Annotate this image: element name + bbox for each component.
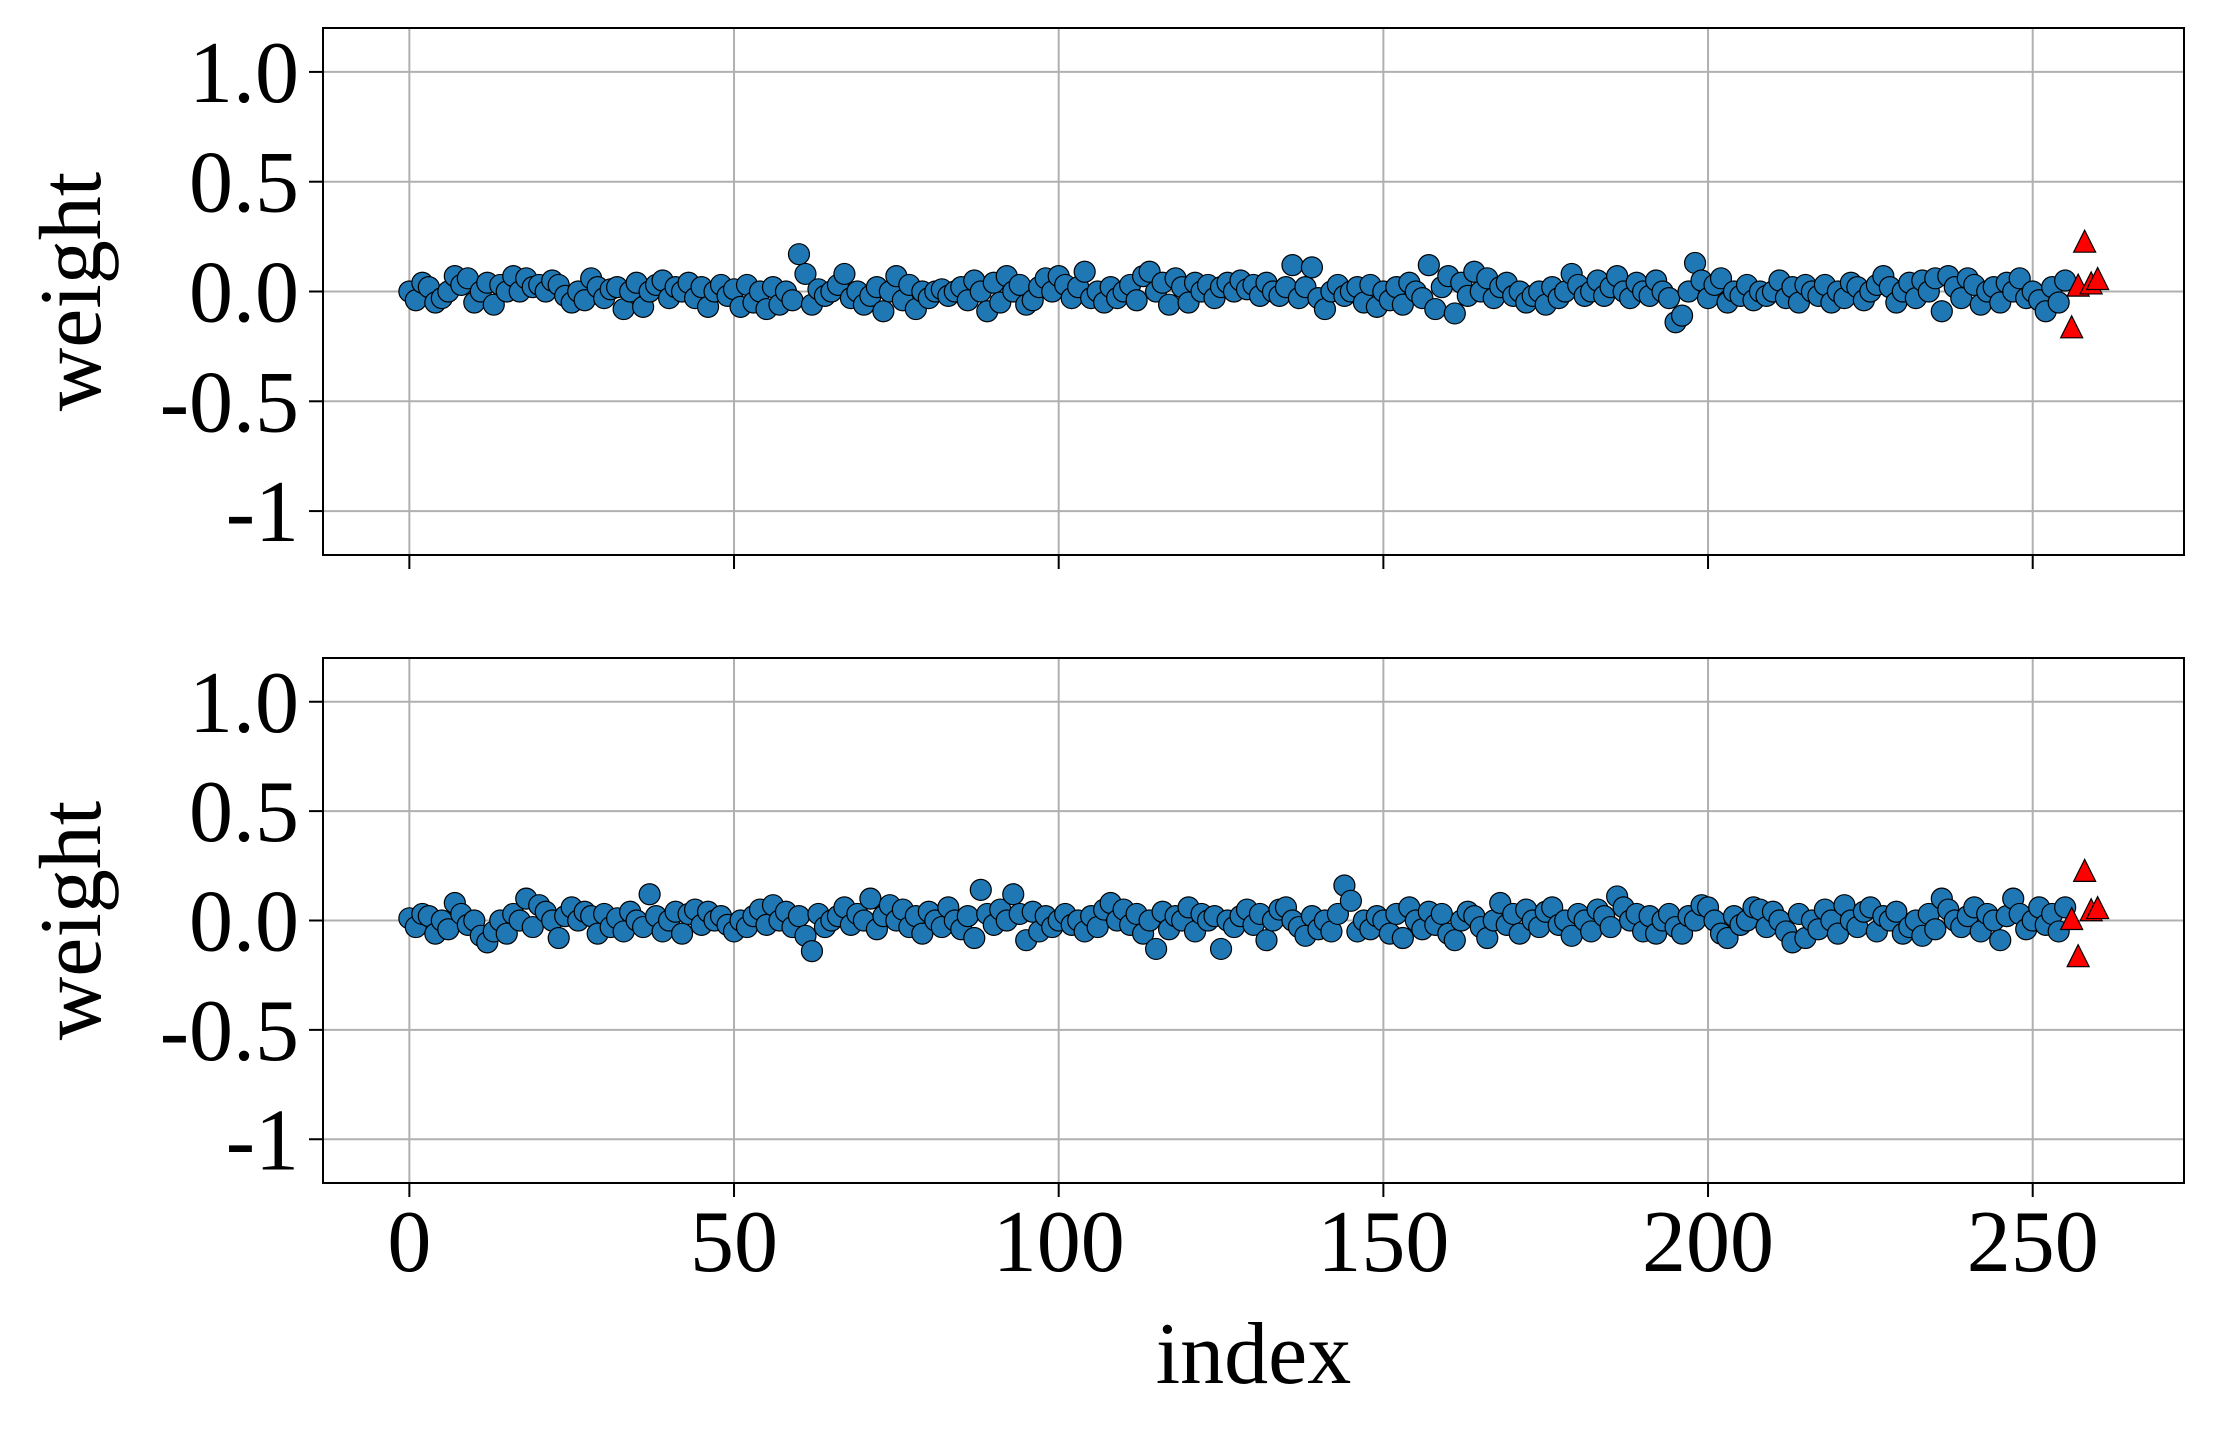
y-tick-label: 0.0 [189, 245, 299, 342]
y-tick-label: 0.0 [189, 874, 299, 971]
scatter-point [2047, 291, 2070, 314]
y-axis-label: weight [23, 801, 120, 1041]
scatter-point [794, 262, 817, 286]
triangle-point [2072, 858, 2097, 882]
x-tick-label: 100 [993, 1194, 1125, 1291]
y-tick-label: 0.5 [189, 764, 299, 861]
scatter-point [1255, 929, 1278, 952]
scatter-point [872, 300, 895, 323]
x-axis-label: index [1156, 1306, 1352, 1403]
y-tick-label: -0.5 [160, 983, 299, 1080]
scatter-point [1443, 929, 1466, 952]
y-tick-label: 0.5 [189, 135, 299, 232]
scatter-point [800, 940, 824, 963]
triangle-point [2059, 314, 2084, 339]
scatter-point [963, 926, 986, 950]
x-tick-label: 50 [690, 1194, 778, 1291]
triangle-point [2066, 943, 2091, 968]
scatter-point [1073, 260, 1096, 283]
x-tick-label: 200 [1642, 1194, 1774, 1291]
scatter-point [1281, 254, 1304, 277]
x-tick-label: 250 [1967, 1194, 2099, 1291]
scatter-point [787, 243, 811, 266]
scatter-point [1670, 304, 1694, 327]
y-tick-label: -1 [226, 1092, 299, 1189]
scatter-point [956, 905, 979, 928]
scatter-point [1657, 286, 1681, 310]
triangle-point [2085, 895, 2110, 920]
scatter-point [1417, 254, 1440, 277]
scatter-point [638, 883, 661, 906]
y-axis-label: weight [23, 172, 120, 412]
y-tick-label: 1.0 [189, 25, 299, 122]
scatter-point [787, 905, 811, 928]
scatter-point [670, 922, 694, 945]
triangle-point [2059, 906, 2084, 931]
scatter-point [1209, 937, 1233, 961]
y-tick-label: -1 [226, 464, 299, 561]
scatter-point [1599, 915, 1622, 939]
triangle-point [2072, 228, 2097, 253]
axes-frame [322, 657, 2185, 1184]
scatter-point [859, 887, 882, 910]
scatter-point [1300, 256, 1324, 279]
scatter-point [1885, 900, 1908, 923]
scatter-point [1443, 302, 1466, 325]
y-tick-label: 1.0 [189, 655, 299, 752]
scatter-point [1391, 926, 1414, 950]
scatter-point [1002, 883, 1025, 906]
axes-frame [322, 27, 2185, 556]
scatter-point [969, 878, 992, 901]
scatter-point [1144, 937, 1168, 961]
scatter-point [1424, 297, 1447, 321]
scatter-point [521, 915, 544, 939]
scatter-point [1430, 902, 1453, 926]
y-tick-label: -0.5 [160, 354, 299, 451]
scatter-point [1339, 889, 1363, 912]
scatter-point [1125, 289, 1148, 312]
scatter-point [1924, 918, 1947, 941]
scatter-point [1989, 929, 2012, 952]
scatter-point [833, 262, 856, 286]
scatter-point [781, 289, 804, 312]
scatter-point [1930, 300, 1953, 323]
scatter-point [1157, 293, 1181, 316]
x-tick-label: 0 [387, 1194, 431, 1291]
x-tick-label: 150 [1317, 1194, 1449, 1291]
triangle-point [2085, 266, 2110, 291]
scatter-point [547, 926, 570, 950]
